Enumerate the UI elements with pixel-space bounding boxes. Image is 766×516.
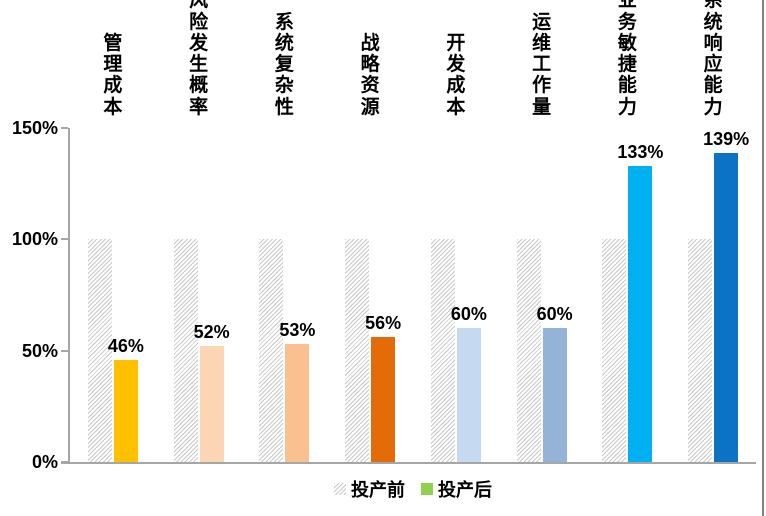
legend-item-after: 投产后 (421, 476, 492, 502)
y-axis-tick-label: 150% (11, 118, 58, 138)
category-label: 开发成本 (446, 32, 466, 118)
bar-before-0 (87, 239, 112, 462)
chart-legend: 投产前 投产后 (70, 476, 756, 502)
y-axis-tick-mark (61, 349, 68, 352)
bar-value-label: 133% (617, 141, 664, 162)
legend-swatch-hatched (334, 483, 346, 495)
bar-value-label: 60% (450, 304, 487, 325)
category-label: 风险发生概率 (189, 0, 209, 118)
x-axis-line (61, 462, 756, 464)
category-label: 系统响应能力 (703, 0, 723, 118)
legend-item-before: 投产前 (334, 476, 405, 502)
y-axis-line (68, 128, 70, 462)
category-label: 运维工作量 (532, 11, 552, 118)
legend-label-after: 投产后 (438, 480, 492, 500)
bar-after-5 (542, 328, 567, 462)
bar-before-6 (602, 239, 627, 462)
bar-before-2 (259, 239, 284, 462)
bar-value-label: 60% (536, 304, 573, 325)
bar-before-5 (516, 239, 541, 462)
bar-after-4 (456, 328, 481, 462)
bar-before-1 (173, 239, 198, 462)
y-axis-tick-label: 100% (11, 229, 58, 250)
category-label: 管理成本 (103, 32, 123, 118)
y-axis-tick-mark (61, 238, 68, 241)
bar-before-3 (345, 239, 370, 462)
bar-value-label: 56% (365, 313, 402, 334)
bar-value-label: 139% (703, 128, 750, 149)
bar-after-1 (199, 346, 224, 462)
category-label: 系统复杂性 (274, 11, 294, 118)
bar-after-0 (113, 359, 138, 462)
chart-frame-right-border (762, 0, 764, 516)
y-axis-tick-label: 0% (31, 452, 58, 472)
y-axis-tick-label: 50% (21, 340, 58, 361)
bar-after-2 (285, 344, 310, 462)
bar-after-3 (371, 337, 396, 462)
category-label: 战略资源 (360, 32, 380, 118)
category-label: 业务敏捷能力 (617, 0, 637, 118)
legend-swatch-green (421, 483, 433, 495)
y-axis-tick-mark (61, 127, 68, 129)
bar-value-label: 46% (107, 335, 144, 356)
bar-before-4 (430, 239, 455, 462)
bar-value-label: 52% (193, 322, 230, 343)
legend-label-before: 投产前 (351, 480, 405, 500)
bar-before-7 (688, 239, 713, 462)
bar-after-7 (714, 152, 739, 462)
bar-after-6 (628, 165, 653, 462)
bar-value-label: 53% (279, 320, 316, 340)
